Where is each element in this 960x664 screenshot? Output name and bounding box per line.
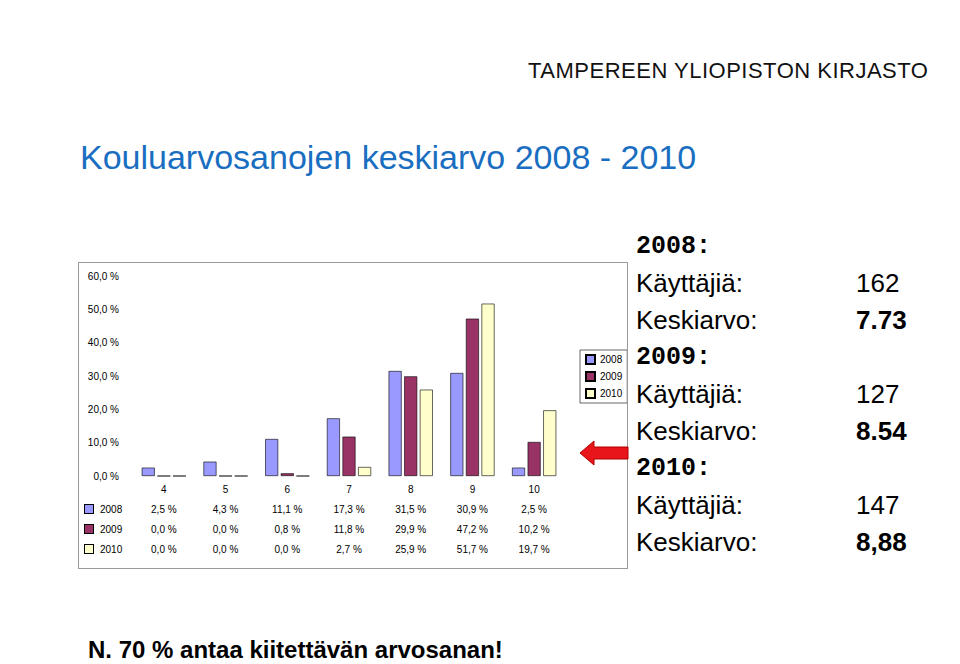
html-text:127: 127 bbox=[856, 379, 900, 409]
html-text:Kouluarvosanojen keskiarvo 200: Kouluarvosanojen keskiarvo 2008 - 2010 bbox=[80, 138, 697, 176]
html-text:2010:: 2010: bbox=[636, 454, 711, 483]
html-text:Keskiarvo:: Keskiarvo: bbox=[636, 305, 758, 335]
svg-text:0,0 %: 0,0 % bbox=[93, 471, 119, 482]
html-text:N. 70 % antaa kiitettävän arvo: N. 70 % antaa kiitettävän arvosanan! bbox=[88, 636, 503, 663]
html-text:Keskiarvo:: Keskiarvo: bbox=[636, 527, 758, 557]
html-text:147: 147 bbox=[856, 490, 900, 520]
html-text:30,9 %: 30,9 % bbox=[456, 504, 488, 515]
html-text:2,5 %: 2,5 % bbox=[521, 504, 547, 515]
html-text:0,0 %: 0,0 % bbox=[274, 544, 301, 555]
html-text:51,7 %: 51,7 % bbox=[456, 544, 488, 555]
svg-text:2009: 2009 bbox=[600, 371, 623, 382]
svg-text:4: 4 bbox=[161, 484, 167, 495]
html-text:Käyttäjiä:: Käyttäjiä: bbox=[636, 268, 743, 298]
html-text:TAMPEREEN YLIOPISTON KIRJASTO: TAMPEREEN YLIOPISTON KIRJASTO bbox=[528, 58, 929, 83]
html-text:162: 162 bbox=[856, 268, 900, 298]
svg-text:20,0 %: 20,0 % bbox=[88, 404, 119, 415]
svg-text:8: 8 bbox=[408, 484, 414, 495]
svg-text:7: 7 bbox=[346, 484, 352, 495]
html-text:2008: 2008 bbox=[100, 504, 123, 515]
html-text:47,2 %: 47,2 % bbox=[456, 524, 488, 535]
html-text:17,3 %: 17,3 % bbox=[333, 504, 365, 515]
html-text:0,0 %: 0,0 % bbox=[212, 544, 239, 555]
html-text:0,0 %: 0,0 % bbox=[151, 544, 177, 555]
html-text:19,7 %: 19,7 % bbox=[518, 544, 550, 555]
svg-text:50,0 %: 50,0 % bbox=[88, 304, 119, 315]
svg-text:6: 6 bbox=[285, 484, 291, 495]
html-text:2010: 2010 bbox=[100, 544, 123, 555]
svg-text:5: 5 bbox=[223, 484, 229, 495]
html-text:Keskiarvo:: Keskiarvo: bbox=[636, 416, 758, 446]
html-text:Käyttäjiä:: Käyttäjiä: bbox=[636, 379, 743, 409]
html-text:7.73: 7.73 bbox=[856, 305, 907, 335]
svg-text:40,0 %: 40,0 % bbox=[88, 337, 119, 348]
svg-text:2008: 2008 bbox=[600, 354, 623, 365]
svg-text:9: 9 bbox=[470, 484, 476, 495]
html-text:Käyttäjiä:: Käyttäjiä: bbox=[636, 490, 743, 520]
html-text:2,5 %: 2,5 % bbox=[151, 504, 177, 515]
html-text:11,1 %: 11,1 % bbox=[272, 504, 303, 515]
html-text:31,5 %: 31,5 % bbox=[395, 504, 427, 515]
html-text:10,2 %: 10,2 % bbox=[518, 524, 550, 535]
html-text:2009: 2009 bbox=[100, 524, 123, 535]
html-text:25,9 %: 25,9 % bbox=[395, 544, 427, 555]
html-text:2,7 %: 2,7 % bbox=[336, 544, 362, 555]
html-text:2009:: 2009: bbox=[636, 343, 711, 372]
html-text:11,8 %: 11,8 % bbox=[333, 524, 365, 535]
html-text:4,3 %: 4,3 % bbox=[212, 504, 239, 515]
html-text:8,88: 8,88 bbox=[856, 527, 907, 557]
html-text:0,0 %: 0,0 % bbox=[151, 524, 177, 535]
svg-text:10,0 %: 10,0 % bbox=[88, 437, 119, 448]
svg-text:60,0 %: 60,0 % bbox=[88, 271, 119, 282]
html-text:2008:: 2008: bbox=[636, 232, 711, 261]
svg-text:10: 10 bbox=[529, 484, 541, 495]
svg-text:2010: 2010 bbox=[600, 388, 623, 399]
html-text:29,9 %: 29,9 % bbox=[395, 524, 427, 535]
svg-text:30,0 %: 30,0 % bbox=[88, 371, 119, 382]
html-text:8.54: 8.54 bbox=[856, 416, 907, 446]
html-text:0,8 %: 0,8 % bbox=[274, 524, 301, 535]
html-text:0,0 %: 0,0 % bbox=[212, 524, 239, 535]
